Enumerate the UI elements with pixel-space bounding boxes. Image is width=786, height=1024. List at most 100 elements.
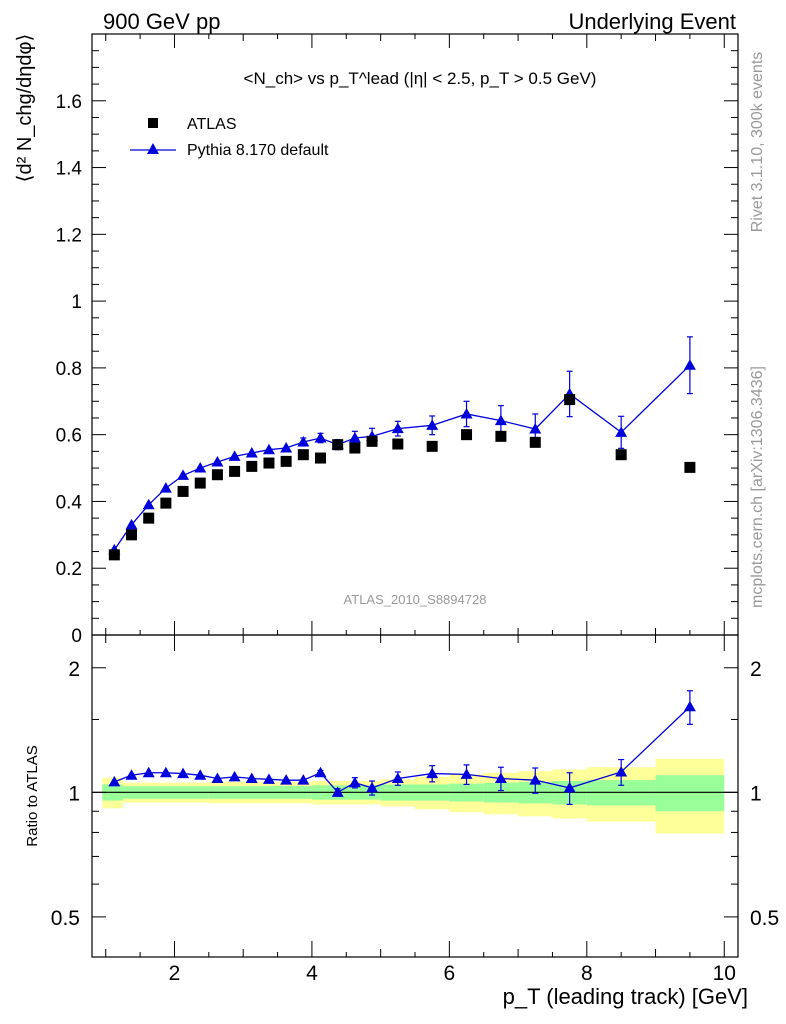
ratio-point — [159, 766, 172, 778]
axes: 0 0.2 0.4 0.6 0.8 1 1.2 1.4 1.6 0.5 0.5 1 1 2 2 2 4 6 8 10 — [51, 34, 779, 985]
ratio-ytick-label: 1 — [68, 782, 80, 805]
atlas-point — [194, 477, 206, 489]
pythia-point — [194, 462, 207, 473]
header-right: Underlying Event — [568, 9, 736, 34]
ratio-point — [366, 781, 379, 793]
main-ytick-label: 0.2 — [56, 559, 82, 580]
ratio-ylabel: Ratio to ATLAS — [24, 745, 41, 846]
main-ytick-label: 1.6 — [56, 92, 82, 113]
main-ytick-label: 0.8 — [56, 359, 82, 380]
pythia-point — [245, 447, 258, 458]
pythia-point — [159, 482, 172, 493]
pythia-point — [426, 419, 439, 430]
ratio-point — [529, 774, 542, 785]
atlas-point — [392, 438, 404, 450]
atlas-point — [315, 452, 327, 464]
atlas-point — [280, 455, 292, 467]
atlas-point — [684, 461, 696, 473]
main-ytick-label: 1.2 — [56, 225, 82, 246]
ratio-point — [494, 772, 507, 784]
header-left: 900 GeV pp — [103, 9, 220, 34]
pythia-point — [529, 422, 542, 434]
pythia-point — [314, 432, 327, 443]
ratio-xtick-label: 8 — [581, 962, 593, 985]
ratio-point — [280, 774, 293, 785]
atlas-point — [263, 457, 275, 469]
ratio-point — [125, 769, 138, 780]
rivet-label: Rivet 3.1.10, 300k events — [749, 52, 766, 233]
legend-pythia-label: Pythia 8.170 default — [187, 142, 329, 159]
ratio-point — [615, 765, 628, 777]
ratio-bands — [92, 758, 738, 834]
pythia-point — [280, 442, 293, 453]
ratio-xtick-label: 4 — [306, 962, 318, 985]
ratio-point — [348, 776, 361, 788]
atlas-point — [615, 449, 627, 461]
main-ytick-label: 1 — [71, 292, 82, 313]
atlas-point — [229, 465, 241, 477]
main-ytick-label: 1.4 — [56, 159, 83, 180]
pythia-point — [615, 426, 628, 437]
legend-pythia-marker — [147, 143, 159, 154]
atlas-point — [366, 435, 378, 447]
ratio-point — [194, 769, 207, 780]
main-ytick-label: 0 — [71, 626, 82, 647]
chart-marks — [108, 336, 696, 806]
ratio-point — [314, 766, 327, 778]
ratio-point — [460, 768, 473, 779]
pythia-point — [125, 518, 138, 530]
atlas-point — [177, 485, 189, 497]
atlas-point — [126, 529, 138, 541]
ratio-point — [108, 775, 121, 787]
ratio-point — [142, 766, 155, 778]
atlas-point — [461, 429, 473, 441]
pythia-point — [211, 456, 224, 467]
band-inner-11 — [655, 775, 725, 812]
ratio-xtick-label: 2 — [169, 962, 181, 985]
ratio-point — [426, 767, 439, 779]
atlas-point — [160, 497, 172, 509]
pythia-point — [297, 436, 310, 447]
ratio-point — [563, 781, 576, 793]
atlas-point — [332, 439, 344, 451]
analysis-watermark: ATLAS_2010_S8894728 — [344, 592, 487, 607]
ratio-point — [683, 700, 696, 712]
atlas-point — [564, 394, 576, 406]
ratio-point — [331, 786, 344, 797]
pythia-point — [683, 359, 696, 370]
atlas-point — [211, 469, 223, 481]
pythia-point — [391, 422, 404, 434]
pythia-series-line — [113, 364, 691, 551]
atlas-point — [108, 549, 120, 561]
legend-atlas-label: ATLAS — [187, 116, 237, 133]
mcplots-label: mcplots.cern.ch [arXiv:1306.3436] — [749, 366, 766, 608]
pythia-point — [460, 407, 473, 419]
ratio-point — [262, 773, 275, 784]
xlabel: p_T (leading track) [GeV] — [503, 984, 748, 1009]
ratio-xtick-label: 6 — [444, 962, 456, 985]
atlas-point — [495, 430, 507, 442]
pythia-point — [177, 469, 190, 480]
main-ylabel: ⟨d² N_chg/dηdφ⟩ — [14, 34, 36, 183]
pythia-point — [348, 432, 361, 443]
main-title: <N_ch> vs p_T^lead (|η| < 2.5, p_T > 0.5… — [244, 69, 597, 88]
pythia-point — [262, 443, 275, 455]
ratio-ytick-label: 2 — [68, 658, 80, 681]
legend-atlas-marker — [148, 118, 158, 128]
atlas-point — [529, 436, 541, 448]
ratio-ytick-label-right: 2 — [750, 658, 762, 681]
ratio-xtick-label: 10 — [713, 962, 736, 985]
ratio-ytick-label: 0.5 — [51, 907, 80, 930]
ratio-point — [297, 774, 310, 785]
ratio-point — [245, 772, 258, 784]
atlas-point — [297, 449, 309, 461]
ratio-point — [211, 772, 224, 784]
atlas-point — [143, 512, 155, 524]
ratio-ytick-label-right: 0.5 — [750, 907, 779, 930]
pythia-point — [494, 414, 507, 426]
pythia-point — [228, 450, 241, 461]
legend: ATLAS Pythia 8.170 default — [130, 116, 329, 159]
atlas-point — [349, 442, 361, 454]
atlas-point — [246, 460, 258, 472]
